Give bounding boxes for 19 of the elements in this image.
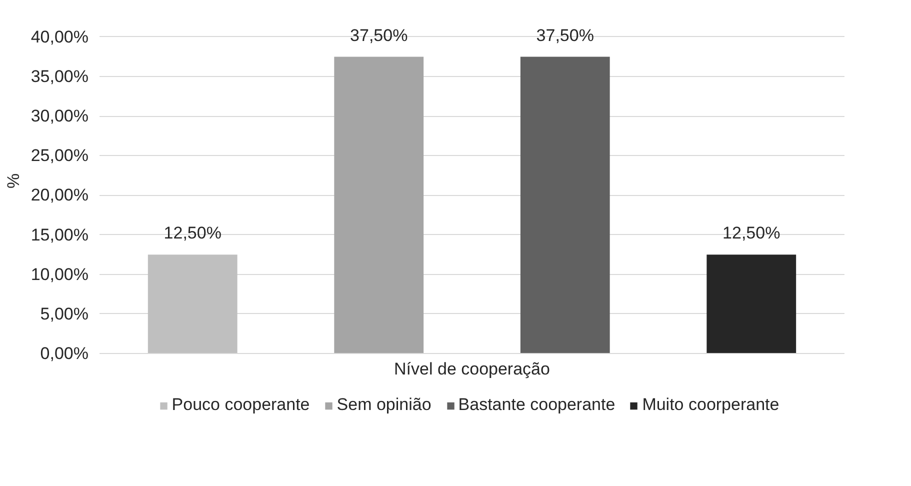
legend-label: Muito coorperante bbox=[642, 395, 780, 415]
y-tick-label: 5,00% bbox=[40, 304, 88, 324]
legend-label: Bastante cooperante bbox=[458, 395, 616, 415]
data-label: 12,50% bbox=[164, 224, 222, 243]
y-tick-label: 25,00% bbox=[30, 146, 89, 166]
data-label: 37,50% bbox=[536, 26, 594, 45]
y-tick-label: 0,00% bbox=[40, 344, 88, 363]
y-tick-label: 20,00% bbox=[30, 186, 89, 205]
y-tick-label: 15,00% bbox=[30, 225, 89, 244]
legend-label: Sem opinião bbox=[336, 395, 432, 415]
y-tick-label: 10,00% bbox=[30, 264, 89, 284]
data-label: 37,50% bbox=[350, 26, 408, 45]
y-tick-label: 30,00% bbox=[30, 106, 89, 126]
x-axis-title: Nível de cooperação bbox=[394, 360, 550, 378]
data-label: 12,50% bbox=[722, 224, 780, 243]
y-tick-label: 40,00% bbox=[30, 27, 89, 46]
y-tick-label: 35,00% bbox=[30, 67, 89, 86]
y-axis-title: % bbox=[4, 173, 23, 189]
legend-label: Pouco cooperante bbox=[172, 395, 310, 415]
